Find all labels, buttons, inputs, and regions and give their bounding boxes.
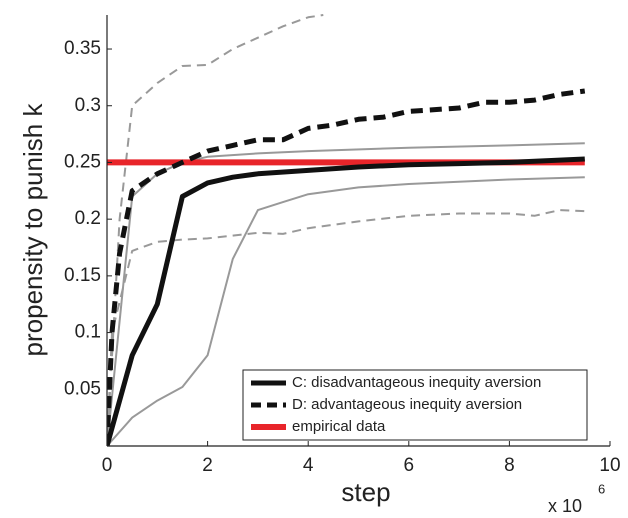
series-line bbox=[107, 176, 585, 447]
legend-label: D: advantageous inequity aversion bbox=[292, 396, 522, 413]
x-tick-label: 10 bbox=[599, 455, 620, 476]
legend-box bbox=[242, 369, 588, 441]
series-line bbox=[107, 156, 585, 447]
y-tick-label: 0.3 bbox=[75, 95, 101, 116]
x-multiplier-exponent: 6 bbox=[598, 481, 605, 496]
x-axis-label: step bbox=[341, 477, 390, 507]
legend-label: empirical data bbox=[292, 418, 386, 435]
series-line bbox=[107, 88, 586, 447]
series-line bbox=[107, 209, 585, 447]
y-tick-label: 0.05 bbox=[64, 378, 101, 399]
x-tick-label: 8 bbox=[504, 455, 515, 476]
y-tick-label: 0.1 bbox=[75, 322, 101, 343]
y-tick-label: 0.2 bbox=[75, 208, 101, 229]
plot-area bbox=[107, 14, 586, 447]
x-multiplier: x 10 bbox=[548, 496, 582, 516]
x-tick-label: 4 bbox=[303, 455, 314, 476]
y-tick-label: 0.15 bbox=[64, 265, 101, 286]
x-tick-label: 0 bbox=[102, 455, 113, 476]
series-line bbox=[107, 14, 324, 447]
x-tick-label: 6 bbox=[404, 455, 415, 476]
x-tick-label: 2 bbox=[202, 455, 213, 476]
y-tick-label: 0.35 bbox=[64, 38, 101, 59]
y-axis-label: propensity to punish k bbox=[18, 103, 48, 357]
y-tick-label: 0.25 bbox=[64, 151, 101, 172]
legend-label: C: disadvantageous inequity aversion bbox=[292, 374, 541, 391]
